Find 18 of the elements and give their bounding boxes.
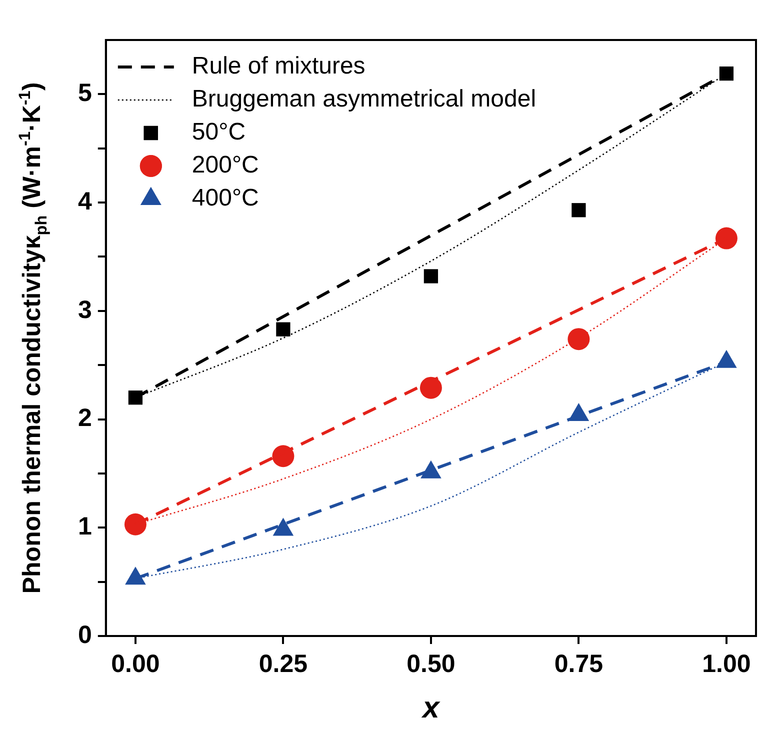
y-tick-label: 0 bbox=[78, 620, 92, 649]
x-tick-label: 0.75 bbox=[554, 650, 604, 678]
legend-label: 50°C bbox=[192, 118, 246, 146]
x-tick-label: 0.00 bbox=[111, 650, 160, 678]
x-axis-title: x bbox=[420, 691, 441, 724]
legend-label: 200°C bbox=[192, 152, 259, 179]
legend-label: Rule of mixtures bbox=[192, 52, 366, 80]
x-tick-label: 0.25 bbox=[258, 650, 308, 678]
y-tick-label: 4 bbox=[78, 187, 92, 216]
legend-label: 400°C bbox=[192, 184, 259, 212]
y-axis-title: Phonon thermal conductivityκph (W·m-1·K-1) bbox=[16, 82, 50, 594]
y-tick-label: 5 bbox=[78, 79, 92, 108]
x-tick-label: 0.50 bbox=[406, 650, 456, 678]
legend-label: Bruggeman asymmetrical model bbox=[192, 86, 536, 113]
y-tick-label: 1 bbox=[78, 512, 92, 541]
y-tick-label: 3 bbox=[78, 296, 92, 324]
y-tick-label: 2 bbox=[78, 404, 92, 432]
x-tick-label: 1.00 bbox=[702, 650, 751, 678]
